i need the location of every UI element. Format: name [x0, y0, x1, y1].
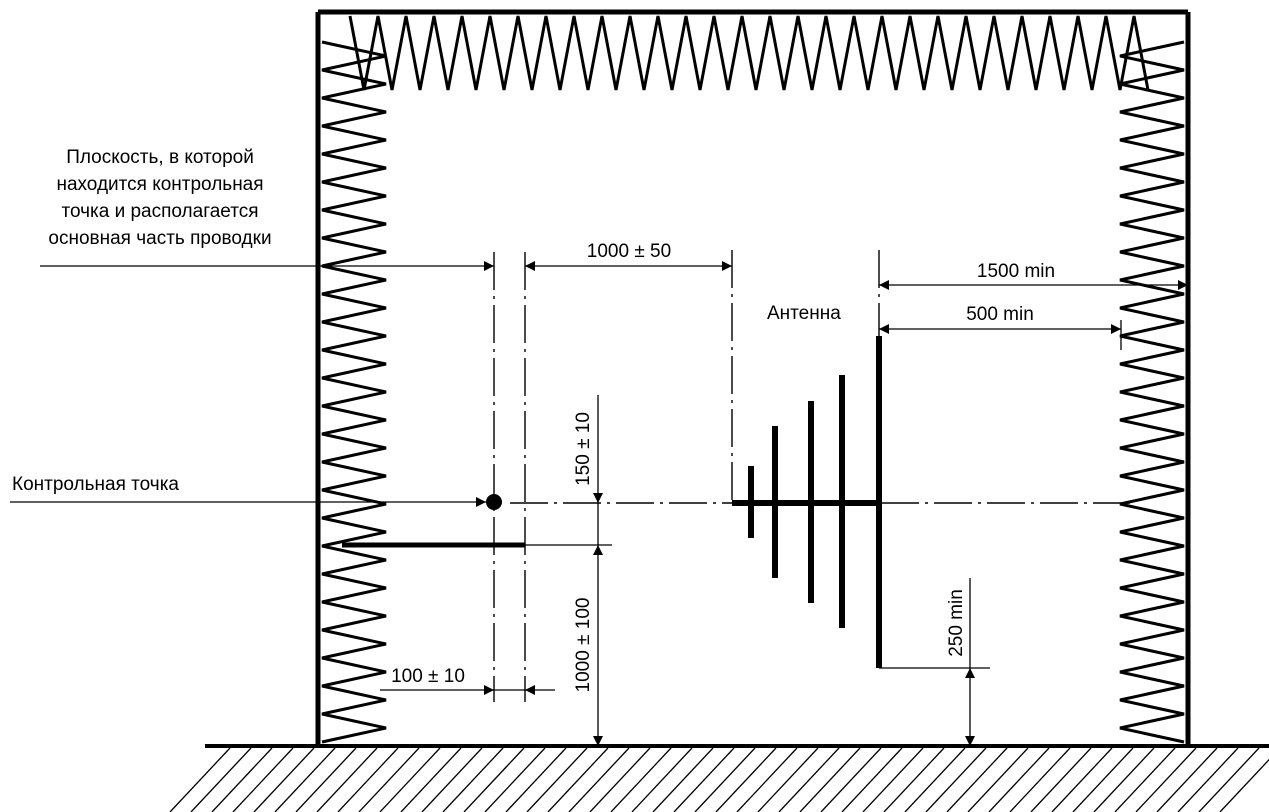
hatch-line — [799, 747, 861, 812]
hatch-line — [547, 747, 609, 812]
hatch-line — [442, 747, 504, 812]
hatch-line — [715, 747, 777, 812]
dim-1000-100-text: 1000 ± 100 — [573, 598, 594, 693]
hatch-line — [1219, 758, 1269, 812]
hatch-line — [274, 747, 336, 812]
hatch-line — [883, 747, 945, 812]
hatch-line — [526, 747, 588, 812]
hatch-line — [1156, 747, 1218, 812]
hatch-line — [1177, 747, 1239, 812]
absorber-left — [321, 40, 387, 744]
dim-250-min-text: 250 min — [946, 589, 967, 657]
hatch-line — [757, 747, 819, 812]
hatch-line — [463, 747, 525, 812]
plane-label-line3: точка и располагается — [61, 201, 258, 222]
hatch-line — [862, 747, 924, 812]
hatch-line — [778, 747, 840, 812]
hatch-line — [1198, 747, 1260, 812]
hatch-line — [568, 747, 630, 812]
hatch-line — [169, 747, 231, 812]
dim-500-min — [879, 320, 1122, 350]
hatch-line — [190, 747, 252, 812]
hatch-line — [610, 747, 672, 812]
hatch-line — [631, 747, 693, 812]
hatch-line — [379, 747, 441, 812]
plane-label-line1: Плоскость, в которой — [66, 147, 254, 168]
hatch-line — [232, 747, 294, 812]
dim-500-min-text: 500 min — [966, 304, 1034, 325]
dim-1500-min-text: 1500 min — [977, 261, 1055, 282]
hatch-line — [316, 747, 378, 812]
hatch-line — [253, 747, 315, 812]
reference-point-dot — [486, 494, 502, 510]
hatch-line — [421, 747, 483, 812]
hatch-line — [358, 747, 420, 812]
hatch-line — [484, 747, 546, 812]
dim-1000-50-text: 1000 ± 50 — [587, 241, 671, 262]
hatch-line — [1114, 747, 1176, 812]
plane-label-line2: находится контрольная — [56, 174, 263, 195]
hatch-line — [211, 747, 273, 812]
ground-hatching — [169, 747, 1269, 812]
hatch-line — [1051, 747, 1113, 812]
antenna — [732, 336, 882, 668]
hatch-line — [1009, 747, 1071, 812]
hatch-line — [652, 747, 714, 812]
absorber-right — [1119, 40, 1185, 744]
hatch-line — [1135, 747, 1197, 812]
hatch-line — [946, 747, 1008, 812]
reference-plane-lines — [493, 252, 526, 702]
hatch-line — [820, 747, 882, 812]
plane-label-line4: основная часть проводки — [48, 228, 271, 249]
hatch-line — [988, 747, 1050, 812]
hatch-line — [337, 747, 399, 812]
hatch-line — [295, 747, 357, 812]
hatch-line — [736, 747, 798, 812]
dim-150-10-text: 150 ± 10 — [573, 412, 594, 486]
hatch-line — [904, 747, 966, 812]
hatch-line — [1030, 747, 1092, 812]
hatch-line — [1093, 747, 1155, 812]
hatch-line — [694, 747, 756, 812]
hatch-line — [673, 747, 735, 812]
hatch-line — [967, 747, 1029, 812]
antenna-label: Антенна — [767, 303, 841, 324]
hatch-line — [589, 747, 651, 812]
hatch-line — [505, 747, 567, 812]
hatch-line — [925, 747, 987, 812]
chamber-walls — [315, 9, 1191, 746]
reference-point-label: Контрольная точка — [12, 474, 179, 495]
dim-100-10-text: 100 ± 10 — [391, 666, 465, 687]
hatch-line — [841, 747, 903, 812]
dim-250-min — [879, 578, 990, 746]
hatch-line — [1072, 747, 1134, 812]
absorber-top — [348, 15, 1150, 91]
hatch-line — [400, 747, 462, 812]
